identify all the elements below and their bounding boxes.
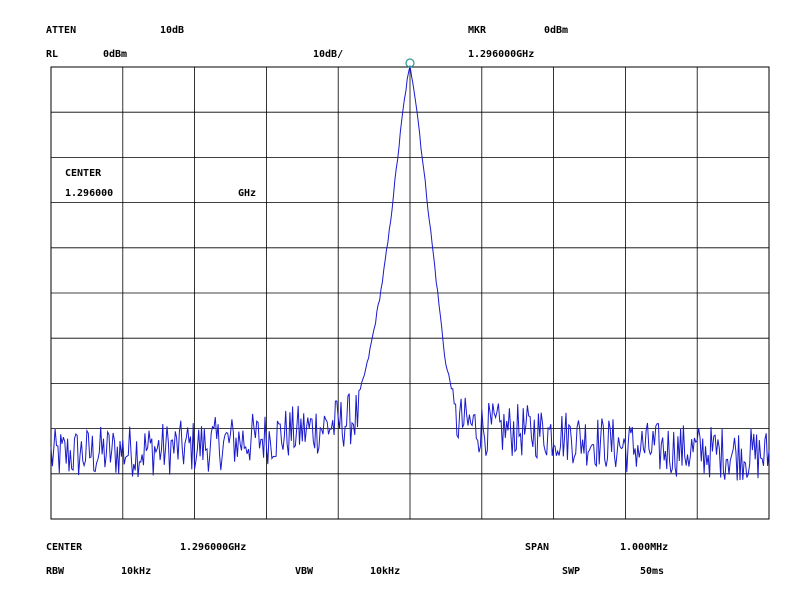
span-label: SPAN: [525, 542, 550, 553]
marker-symbol: [405, 58, 415, 68]
span-value: 1.000MHz: [620, 542, 669, 553]
rl-label: RL: [46, 49, 59, 60]
rbw-label: RBW: [46, 566, 65, 577]
mkr-value: 0dBm: [544, 25, 569, 36]
footer-center-value: 1.296000GHz: [180, 542, 247, 553]
footer-center-label: CENTER: [46, 542, 83, 553]
overlay-center-value: 1.296000: [65, 188, 114, 199]
atten-label: ATTEN: [46, 25, 77, 36]
marker-frequency: 1.296000GHz: [468, 49, 535, 60]
vbw-value: 10kHz: [370, 566, 401, 577]
swp-value: 50ms: [640, 566, 665, 577]
scale-label: 10dB/: [313, 49, 344, 60]
spectrum-trace: [50, 65, 770, 481]
rbw-value: 10kHz: [121, 566, 152, 577]
mkr-label: MKR: [468, 25, 487, 36]
atten-value: 10dB: [160, 25, 185, 36]
overlay-center-label: CENTER: [65, 168, 102, 179]
swp-label: SWP: [562, 566, 581, 577]
rl-value: 0dBm: [103, 49, 128, 60]
vbw-label: VBW: [295, 566, 314, 577]
overlay-center-unit: GHz: [238, 188, 257, 199]
